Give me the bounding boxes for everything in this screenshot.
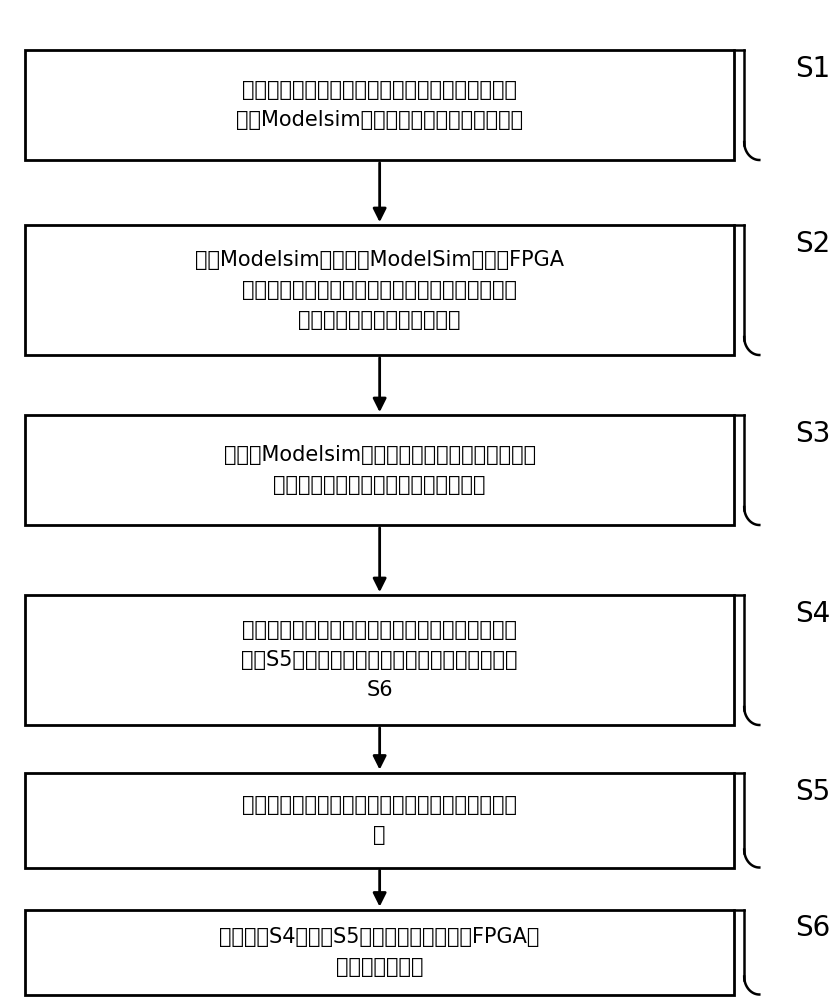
Text: S5: S5 [795,778,831,806]
Text: 链接Modelsim软件平台，搭建时序仿真环境: 链接Modelsim软件平台，搭建时序仿真环境 [236,110,524,130]
FancyBboxPatch shape [25,50,734,160]
Text: S3: S3 [795,420,831,448]
Text: 设计网表文件、仿真程序，所述仿真程序包括所述: 设计网表文件、仿真程序，所述仿真程序包括所述 [242,280,517,300]
Text: 读取脚本文件、测试用例文件和测试平台文件，并: 读取脚本文件、测试用例文件和测试平台文件，并 [242,80,517,100]
FancyBboxPatch shape [25,225,734,355]
Text: 通过仿真日志文件中的错误和警告内容判定是否通: 通过仿真日志文件中的错误和警告内容判定是否通 [242,795,517,815]
Text: 序仿真验证结果: 序仿真验证结果 [336,957,424,977]
FancyBboxPatch shape [25,910,734,994]
Text: 过: 过 [373,825,386,845]
Text: 比较仿真结果文件与预期结果文件，若一致则进入: 比较仿真结果文件与预期结果文件，若一致则进入 [242,620,517,640]
FancyBboxPatch shape [25,772,734,867]
Text: 测试用例文件和测试平台文件: 测试用例文件和测试平台文件 [299,310,461,330]
Text: 果文件、仿真波形文件、仿真日志文件: 果文件、仿真波形文件、仿真日志文件 [274,475,486,495]
Text: S2: S2 [795,230,831,258]
Text: S6: S6 [795,914,831,942]
Text: S1: S1 [795,55,831,83]
Text: 调用Modelsim软件并在ModelSim中加载FPGA: 调用Modelsim软件并在ModelSim中加载FPGA [195,250,564,270]
Text: 步骤S5，若不一致则判定不通过并直接进入步骤: 步骤S5，若不一致则判定不通过并直接进入步骤 [242,650,518,670]
FancyBboxPatch shape [25,595,734,725]
Text: 根据步骤S4或步骤S5中的判定结果，输出FPGA时: 根据步骤S4或步骤S5中的判定结果，输出FPGA时 [220,927,539,947]
FancyBboxPatch shape [25,415,734,525]
Text: S4: S4 [795,600,831,628]
Text: 读取由Modelsim软件进行时序仿真得到的仿真结: 读取由Modelsim软件进行时序仿真得到的仿真结 [223,445,536,465]
Text: S6: S6 [367,680,393,700]
